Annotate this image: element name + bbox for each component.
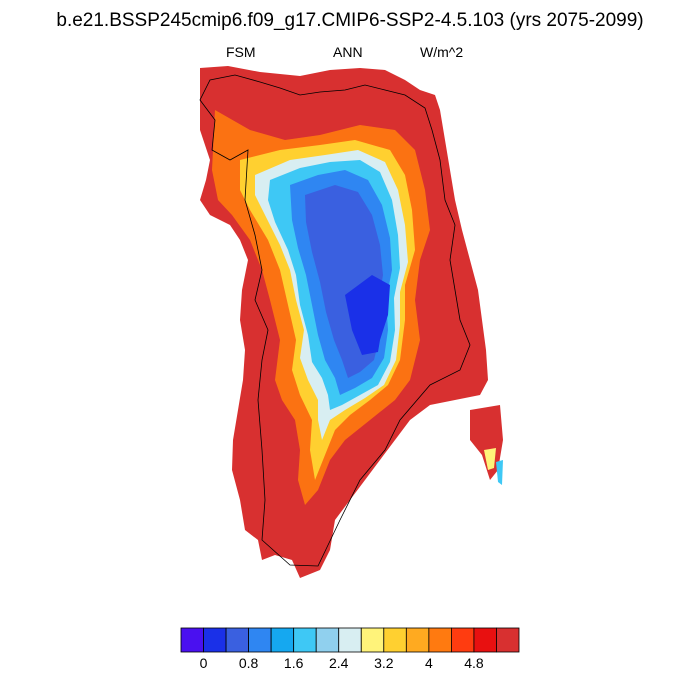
colorbar-cell: [293, 627, 317, 653]
colorbar-cell: [450, 627, 475, 653]
colorbar-cell: [270, 627, 295, 653]
colorbar-cell: [315, 627, 340, 653]
colorbar-cell: [203, 627, 227, 653]
map-east-island: [470, 405, 503, 480]
colorbar-cell: [383, 627, 407, 653]
map-coastline: [199, 74, 471, 567]
plot-title: b.e21.BSSP245cmip6.f09_g17.CMIP6-SSP2-4.…: [56, 10, 644, 31]
period-label: ANN: [333, 44, 363, 60]
colorbar-cell: [225, 627, 249, 653]
colorbar-cell: [496, 627, 520, 653]
colorbar-cell: [248, 627, 272, 653]
colorbar-tick-label: 4.8: [464, 655, 484, 671]
map-east-island-blue: [496, 460, 503, 485]
colorbar-tick-label: 2.4: [328, 655, 349, 671]
colorbar-cell: [180, 627, 204, 653]
colorbar-tick-label: 0: [199, 655, 208, 671]
colorbar-cell: [428, 627, 452, 653]
colorbar-cell: [338, 627, 362, 653]
colorbar-tick-label: 1.6: [283, 655, 304, 671]
colorbar-cell: [473, 627, 497, 653]
map-east-island-yellow: [484, 448, 496, 470]
variable-label: FSM: [226, 44, 256, 60]
colorbar-cell: [405, 627, 430, 653]
map-darkest-blue: [345, 275, 390, 355]
units-label: W/m^2: [420, 44, 464, 60]
colorbar-tick-label: 3.2: [374, 655, 394, 671]
colorbar-tick-label: 0.8: [238, 655, 259, 671]
colorbar-cell: [360, 627, 385, 653]
colorbar-tick-label: 4: [424, 655, 433, 671]
